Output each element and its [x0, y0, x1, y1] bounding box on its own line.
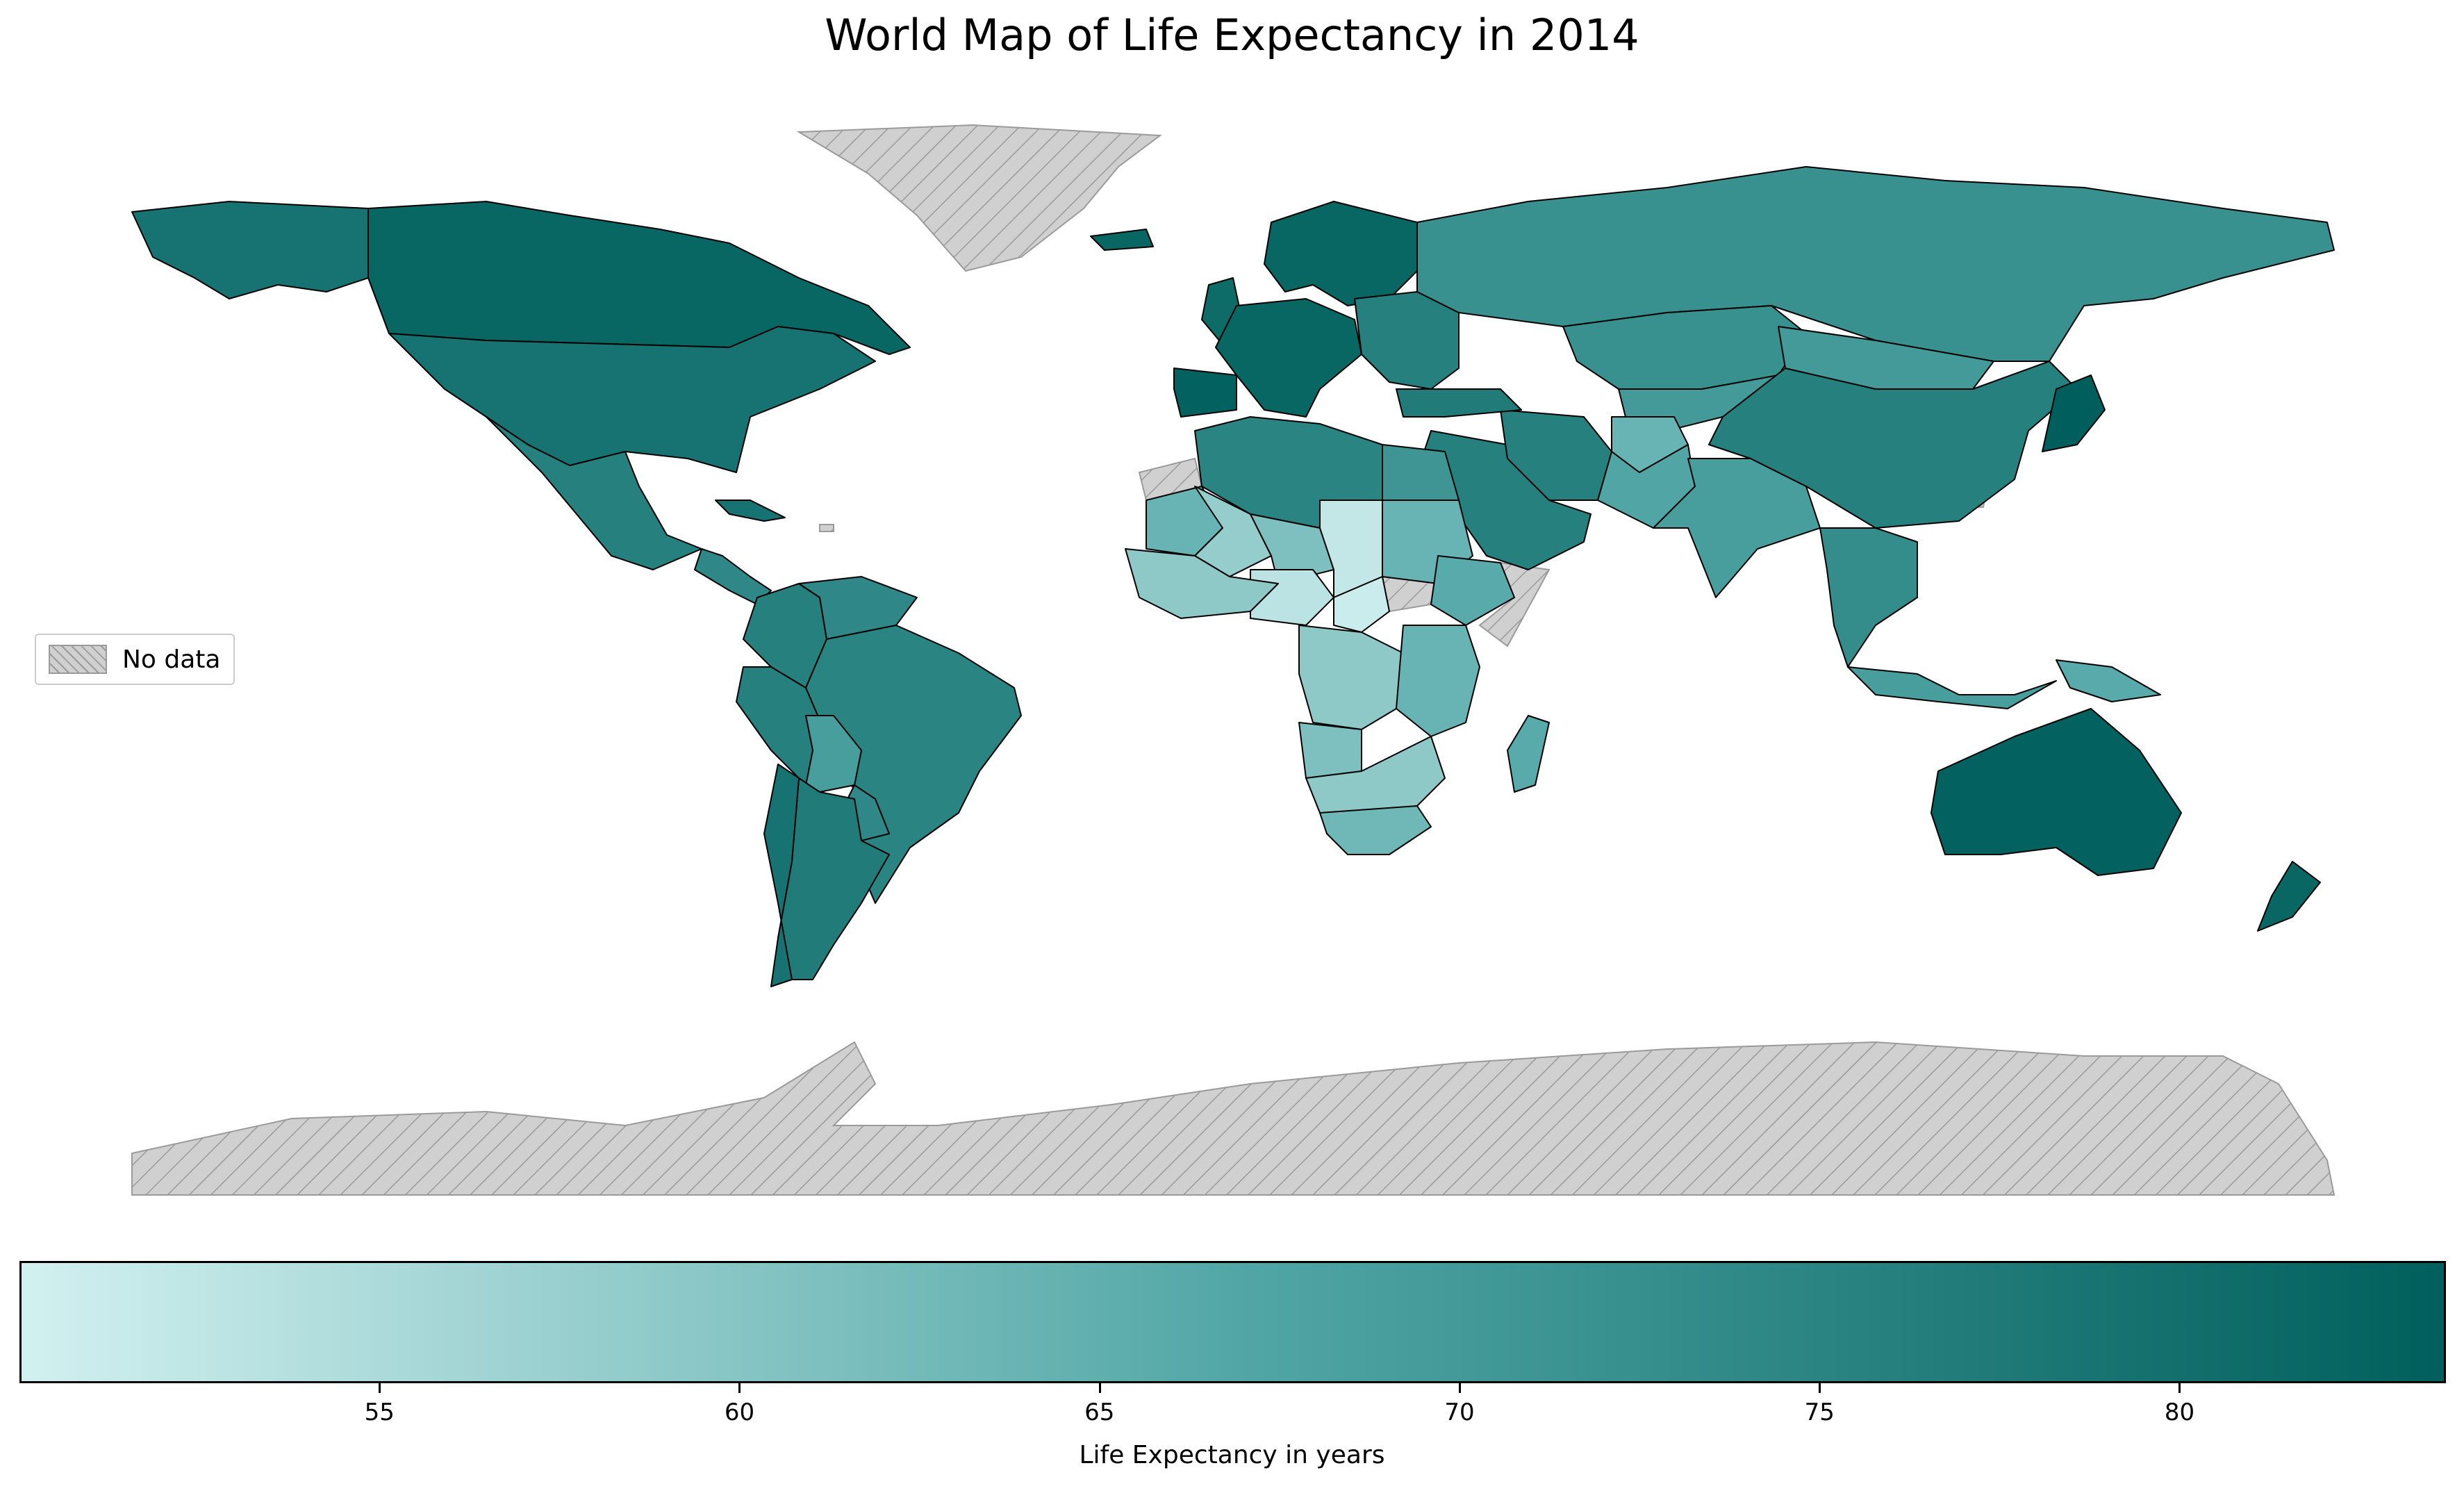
region-puerto-rico-no-data: [819, 524, 834, 532]
region-united-states: [388, 326, 876, 473]
region-madagascar: [1507, 715, 1550, 793]
region-chile: [763, 764, 800, 987]
colorbar: [19, 1261, 2446, 1383]
colorbar-tick-mark: [1458, 1383, 1461, 1393]
colorbar-tick-mark: [379, 1383, 381, 1393]
region-south-africa: [1319, 805, 1432, 855]
region-southeast-asia: [1819, 527, 1918, 668]
region-cuba: [715, 500, 786, 522]
region-central-african-republic: [1333, 576, 1390, 633]
region-east-africa: [1396, 625, 1480, 737]
region-turkey: [1396, 388, 1522, 418]
colorbar-tick-mark: [1819, 1383, 1821, 1393]
region-ethiopia: [1430, 555, 1515, 626]
colorbar-tick-mark: [738, 1383, 741, 1393]
region-dr-congo: [1298, 625, 1404, 730]
map-legend: No data: [35, 634, 235, 685]
colorbar-tick-label: 75: [1804, 1399, 1835, 1426]
region-antarctica-no-data: [131, 1041, 2335, 1196]
region-greenland-no-data: [796, 124, 1162, 272]
colorbar-tick-mark: [1098, 1383, 1101, 1393]
region-iceland: [1090, 229, 1154, 251]
region-angola: [1298, 722, 1362, 779]
region-bolivia: [805, 715, 862, 793]
region-west-africa: [1125, 548, 1279, 619]
region-eastern-europe: [1354, 291, 1460, 390]
region-alaska: [131, 201, 369, 299]
colorbar-label: Life Expectancy in years: [1079, 1441, 1385, 1469]
region-russia: [1416, 166, 2335, 362]
region-iran: [1500, 409, 1612, 501]
region-canada: [367, 201, 911, 355]
region-new-zealand: [2257, 861, 2321, 932]
no-data-label: No data: [122, 645, 221, 674]
region-scandinavia: [1264, 201, 1425, 306]
map-title: World Map of Life Expectancy in 2014: [825, 10, 1639, 60]
colorbar-tick-label: 60: [724, 1399, 755, 1426]
colorbar-ticks: 55 60 65 70 75 80: [19, 1383, 2446, 1439]
region-spain: [1173, 368, 1237, 418]
colorbar-tick-label: 65: [1084, 1399, 1115, 1426]
region-mongolia: [1778, 326, 1994, 390]
region-indonesia: [1847, 666, 2057, 709]
colorbar-tick-mark: [2178, 1383, 2181, 1393]
region-australia: [1930, 708, 2182, 876]
no-data-swatch: [49, 645, 107, 674]
colorbar-tick-label: 70: [1444, 1399, 1475, 1426]
world-map: [131, 124, 2335, 1196]
region-japan: [2042, 374, 2106, 452]
colorbar-tick-label: 80: [2164, 1399, 2195, 1426]
region-western-europe: [1215, 298, 1362, 418]
colorbar-tick-label: 55: [364, 1399, 395, 1426]
region-papua-new-guinea: [2056, 659, 2161, 702]
